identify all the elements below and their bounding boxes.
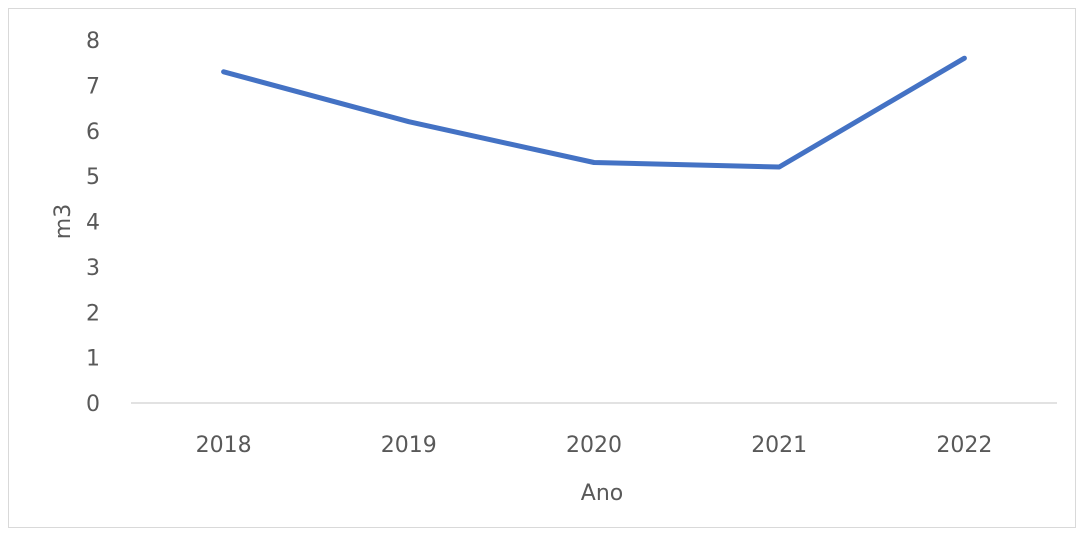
y-tick-label: 3 — [86, 256, 100, 281]
y-tick-label: 5 — [86, 165, 100, 190]
x-axis-title: Ano — [581, 481, 623, 506]
y-tick-label: 8 — [86, 29, 100, 54]
x-tick-label: 2022 — [936, 433, 992, 458]
series-line — [221, 55, 967, 170]
y-tick-label: 0 — [86, 392, 100, 417]
y-axis-title: m3 — [51, 204, 76, 239]
y-tick-label: 7 — [86, 74, 100, 99]
y-tick-label: 1 — [86, 347, 100, 372]
y-tick-label: 6 — [86, 120, 100, 145]
x-tick-label: 2020 — [566, 433, 622, 458]
x-tick-label: 2019 — [381, 433, 437, 458]
x-tick-label: 2018 — [196, 433, 252, 458]
y-axis-tick-labels: 0 1 2 3 4 5 6 7 8 — [86, 29, 100, 417]
x-axis-tick-labels: 2018 2019 2020 2021 2022 — [196, 433, 993, 458]
x-tick-label: 2021 — [751, 433, 807, 458]
y-tick-label: 4 — [86, 211, 100, 236]
y-tick-label: 2 — [86, 301, 100, 326]
